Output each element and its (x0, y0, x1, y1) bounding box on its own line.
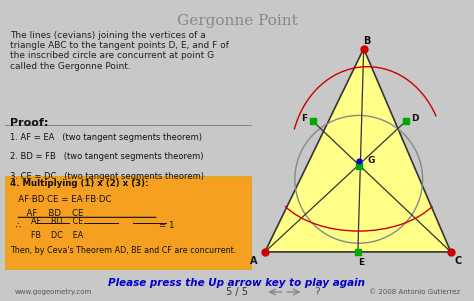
Text: 2. BD = FB   (two tangent segments theorem): 2. BD = FB (two tangent segments theorem… (10, 152, 204, 161)
Text: www.gogeometry.com: www.gogeometry.com (14, 289, 91, 295)
Text: B: B (363, 36, 370, 46)
Text: F: F (301, 114, 307, 123)
Text: C: C (455, 256, 462, 265)
Text: 1. AF = EA   (two tangent segments theorem): 1. AF = EA (two tangent segments theorem… (10, 132, 202, 141)
Text: D: D (411, 114, 418, 123)
Text: Then, by Ceva's Theorem AD, BE and CF are concurrent.: Then, by Ceva's Theorem AD, BE and CF ar… (10, 247, 237, 256)
Text: A: A (250, 256, 257, 265)
Text: G: G (367, 156, 375, 165)
Text: 4. Multiplying (1) x (2) x (3):: 4. Multiplying (1) x (2) x (3): (10, 179, 149, 188)
Text: The lines (cevians) joining the vertices of a
triangle ABC to the tangent points: The lines (cevians) joining the vertices… (10, 31, 229, 71)
Text: FB    DC    EA: FB DC EA (31, 231, 83, 240)
Text: Proof:: Proof: (10, 118, 49, 128)
Text: E: E (358, 258, 364, 267)
Text: ∴: ∴ (10, 221, 21, 230)
Text: Please press the Up arrow key to play again: Please press the Up arrow key to play ag… (109, 278, 365, 288)
Text: = 1: = 1 (159, 221, 174, 230)
Polygon shape (265, 49, 451, 252)
Text: 5 / 5: 5 / 5 (226, 287, 248, 297)
Text: ?: ? (315, 287, 320, 297)
Text: AF    BD    CE: AF BD CE (10, 209, 84, 219)
Text: 3. CE = DC   (two tangent segments theorem): 3. CE = DC (two tangent segments theorem… (10, 172, 204, 181)
Text: AF·BD·CE = EA·FB·DC: AF·BD·CE = EA·FB·DC (10, 195, 112, 204)
Text: AF    BD    CE: AF BD CE (31, 217, 83, 226)
Text: Gergonne Point: Gergonne Point (177, 14, 297, 28)
FancyBboxPatch shape (5, 176, 251, 269)
Text: © 2008 Antonio Gutierrez: © 2008 Antonio Gutierrez (369, 289, 460, 295)
